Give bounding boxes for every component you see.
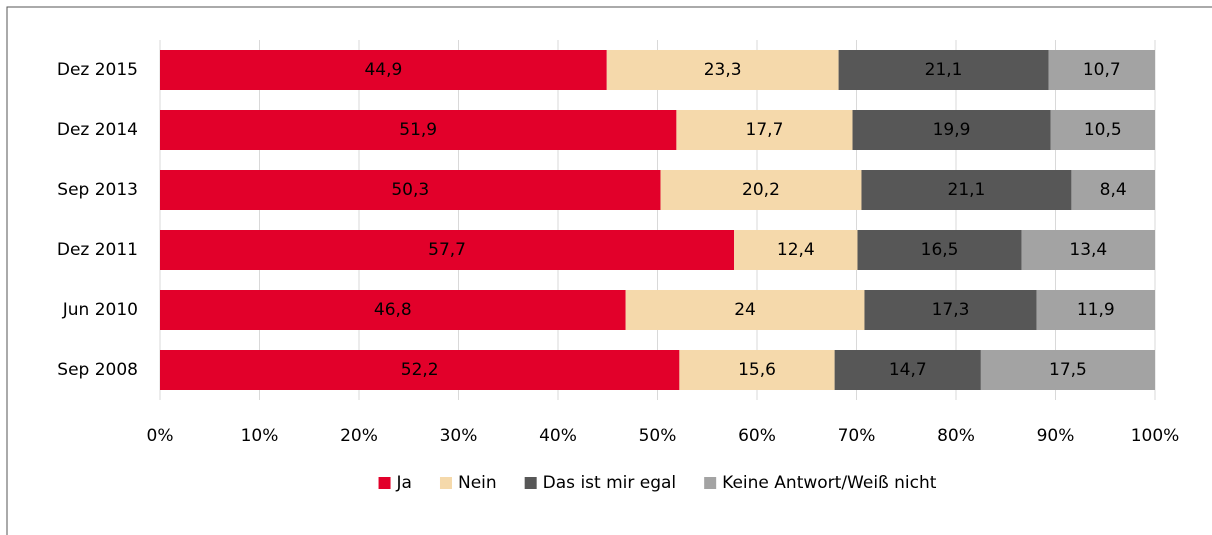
x-tick-label: 100% <box>1131 426 1180 446</box>
y-tick-label: Sep 2008 <box>57 360 138 380</box>
bar-segment <box>1071 170 1155 210</box>
value-label: 21,1 <box>925 60 963 80</box>
legend-label: Ja <box>396 473 412 493</box>
y-tick-label: Jun 2010 <box>62 300 138 320</box>
value-label: 23,3 <box>704 60 742 80</box>
legend-label: Nein <box>458 473 497 493</box>
bar-segment <box>160 290 626 330</box>
value-label: 17,3 <box>932 300 970 320</box>
value-label: 10,7 <box>1083 60 1121 80</box>
value-label: 16,5 <box>921 240 959 260</box>
bar-segment <box>606 50 839 90</box>
legend-swatch <box>439 477 452 489</box>
value-label: 17,5 <box>1049 360 1087 380</box>
bar-segment <box>1050 110 1155 150</box>
y-tick-label: Dez 2014 <box>57 120 138 140</box>
bar-segment <box>1036 290 1155 330</box>
legend-swatch <box>378 477 391 489</box>
value-label: 52,2 <box>401 360 439 380</box>
legend-label: Das ist mir egal <box>543 473 677 493</box>
legend-swatch <box>524 477 537 489</box>
bar-segment <box>160 50 607 90</box>
value-label: 24 <box>734 300 756 320</box>
x-tick-label: 40% <box>539 426 577 446</box>
x-tick-label: 50% <box>639 426 677 446</box>
value-label: 44,9 <box>364 60 402 80</box>
value-label: 57,7 <box>428 240 466 260</box>
value-label: 10,5 <box>1084 120 1122 140</box>
value-label: 14,7 <box>889 360 927 380</box>
bar-segment <box>1048 50 1155 90</box>
bar-segment <box>852 110 1051 150</box>
y-tick-label: Dez 2015 <box>57 60 138 80</box>
frame <box>6 6 1212 535</box>
bar-segment <box>980 350 1155 390</box>
bar-segment <box>160 170 661 210</box>
value-label: 12,4 <box>777 240 815 260</box>
value-label: 20,2 <box>742 180 780 200</box>
value-label: 13,4 <box>1069 240 1107 260</box>
bar-segment <box>834 350 981 390</box>
legend-swatch <box>704 477 717 489</box>
x-tick-label: 30% <box>440 426 478 446</box>
value-label: 15,6 <box>738 360 776 380</box>
x-tick-label: 70% <box>838 426 876 446</box>
value-label: 11,9 <box>1077 300 1115 320</box>
bar-segment <box>676 110 853 150</box>
y-tick-label: Sep 2013 <box>57 180 138 200</box>
bar-segment <box>660 170 862 210</box>
bar-segment <box>734 230 858 270</box>
bar-segment <box>838 50 1049 90</box>
bar-segment <box>625 290 865 330</box>
value-label: 51,9 <box>399 120 437 140</box>
y-tick-label: Dez 2011 <box>57 240 138 260</box>
x-tick-label: 90% <box>1037 426 1075 446</box>
bar-segment <box>160 230 735 270</box>
bar-segment <box>857 230 1022 270</box>
bar-segment <box>160 350 680 390</box>
bar-segment <box>861 170 1072 210</box>
x-tick-label: 80% <box>937 426 975 446</box>
x-tick-label: 60% <box>738 426 776 446</box>
bar-segment <box>864 290 1037 330</box>
value-label: 19,9 <box>933 120 971 140</box>
bar-segment <box>1021 230 1155 270</box>
value-label: 21,1 <box>948 180 986 200</box>
value-label: 8,4 <box>1100 180 1127 200</box>
bar-segment <box>160 110 677 150</box>
bar-segment <box>679 350 835 390</box>
x-tick-label: 20% <box>340 426 378 446</box>
value-label: 17,7 <box>746 120 784 140</box>
value-label: 50,3 <box>391 180 429 200</box>
x-tick-label: 0% <box>147 426 174 446</box>
x-tick-label: 10% <box>241 426 279 446</box>
value-label: 46,8 <box>374 300 412 320</box>
legend-label: Keine Antwort/Weiß nicht <box>722 473 937 493</box>
